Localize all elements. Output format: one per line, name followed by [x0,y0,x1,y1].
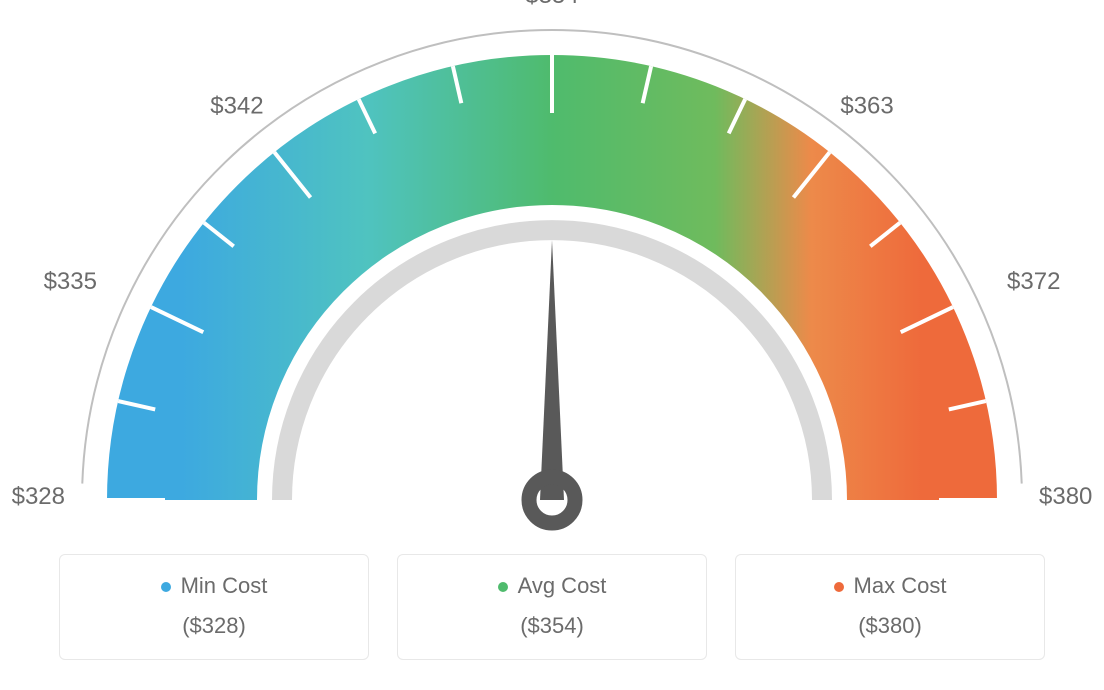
svg-text:$354: $354 [525,0,578,9]
legend-label-avg: Avg Cost [518,573,607,598]
legend-label-min: Min Cost [181,573,268,598]
svg-text:$328: $328 [12,483,65,510]
svg-text:$380: $380 [1039,483,1092,510]
legend-card-max: Max Cost ($380) [735,554,1045,660]
legend-label-max: Max Cost [854,573,947,598]
legend-dot-max [834,582,844,592]
gauge-svg: $328 $335 $342 $354 $363 $372 $380 [0,0,1104,560]
legend-card-avg: Avg Cost ($354) [397,554,707,660]
legend-title-max: Max Cost [756,573,1024,599]
cost-gauge-chart: $328 $335 $342 $354 $363 $372 $380 Min Cost ($… [0,0,1104,690]
svg-text:$363: $363 [840,92,893,119]
legend-card-min: Min Cost ($328) [59,554,369,660]
legend-value-min: ($328) [80,613,348,639]
svg-text:$342: $342 [210,92,263,119]
legend-dot-avg [498,582,508,592]
legend-dot-min [161,582,171,592]
gauge-area: $328 $335 $342 $354 $363 $372 $380 [0,0,1104,560]
legend-title-min: Min Cost [80,573,348,599]
legend-row: Min Cost ($328) Avg Cost ($354) Max Cost… [0,554,1104,660]
svg-text:$372: $372 [1007,268,1060,295]
legend-value-max: ($380) [756,613,1024,639]
svg-text:$335: $335 [44,268,97,295]
legend-title-avg: Avg Cost [418,573,686,599]
legend-value-avg: ($354) [418,613,686,639]
